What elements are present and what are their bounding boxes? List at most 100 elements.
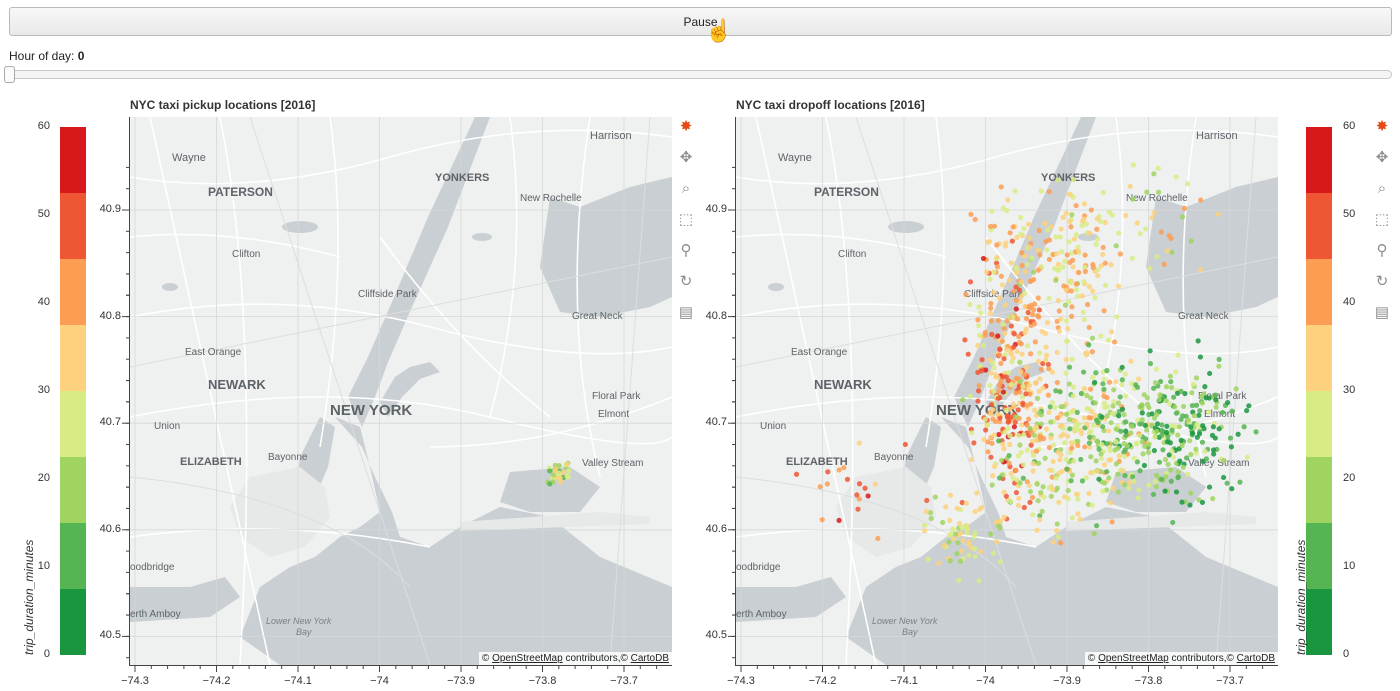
- dropoff-point: [1167, 401, 1173, 407]
- dropoff-point: [1061, 283, 1067, 289]
- cartodb-link[interactable]: CartoDB: [630, 653, 669, 664]
- map-place-label: oodbridge: [736, 562, 781, 573]
- pickup-point: [550, 472, 557, 478]
- dropoff-point: [976, 323, 982, 329]
- map-attribution: © OpenStreetMap contributors,© CartoDB: [478, 652, 672, 665]
- dropoff-point: [1144, 189, 1150, 195]
- box-select-icon[interactable]: ⬚: [1374, 211, 1390, 228]
- dropoff-point: [1127, 183, 1133, 189]
- dropoff-point: [1069, 472, 1075, 478]
- reset-icon[interactable]: ↻: [1375, 273, 1389, 290]
- hover-icon[interactable]: ▤: [1374, 304, 1390, 321]
- dropoff-point: [1033, 448, 1040, 454]
- dropoff-point: [1136, 432, 1142, 439]
- hour-slider-track[interactable]: [9, 70, 1392, 79]
- dropoff-point: [975, 317, 981, 323]
- dropoff-point: [996, 431, 1002, 438]
- dropoff-point: [985, 239, 991, 245]
- pickup-map[interactable]: Harrison Wayne YONKERS PATERSON New Rochelle…: [130, 117, 672, 665]
- dropoff-point: [981, 436, 987, 443]
- dropoff-point: [977, 363, 983, 369]
- pickup-point: [564, 473, 570, 479]
- dropoff-point: [1094, 523, 1100, 529]
- cartodb-link[interactable]: CartoDB: [1236, 653, 1275, 664]
- dropoff-point: [1063, 370, 1069, 376]
- dropoff-point: [1184, 181, 1191, 187]
- dropoff-point: [1131, 455, 1137, 461]
- dropoff-point: [1073, 281, 1079, 287]
- hour-slider-handle[interactable]: [4, 66, 15, 83]
- dropoff-point: [996, 388, 1002, 394]
- pause-button[interactable]: Pause: [9, 7, 1392, 36]
- dropoff-point: [1087, 434, 1093, 440]
- dropoff-point: [1032, 339, 1038, 345]
- pan-icon[interactable]: ✥: [1375, 149, 1389, 166]
- map-place-label: erth Amboy: [130, 609, 181, 620]
- dropoff-point: [959, 524, 965, 531]
- dropoff-point: [1128, 423, 1135, 429]
- dropoff-point: [1169, 427, 1175, 433]
- dropoff-point: [1213, 404, 1219, 410]
- dropoff-point: [1008, 470, 1014, 477]
- dropoff-point: [1013, 297, 1019, 303]
- dropoff-point: [1073, 491, 1080, 497]
- box-select-icon[interactable]: ⬚: [678, 211, 694, 228]
- dropoff-point: [1246, 403, 1252, 409]
- dropoff-point: [1115, 400, 1121, 406]
- dropoff-point: [1017, 379, 1024, 385]
- dropoff-point: [1180, 403, 1187, 410]
- dropoff-point: [1104, 413, 1110, 419]
- dropoff-point: [1020, 475, 1026, 481]
- colorbar-tick-label: 20: [1343, 472, 1356, 484]
- dropoff-point: [1216, 356, 1222, 362]
- openstreetmap-link[interactable]: OpenStreetMap: [1098, 653, 1169, 664]
- y-axis-tick-label: 40.7: [705, 416, 727, 429]
- dropoff-point: [1008, 323, 1014, 329]
- dropoff-point: [1143, 226, 1149, 232]
- dropoff-point: [1084, 421, 1090, 427]
- dropoff-point: [1070, 393, 1076, 399]
- map-place-label: ELIZABETH: [180, 456, 242, 468]
- dropoff-point: [1136, 376, 1142, 382]
- box-zoom-icon[interactable]: ⌕: [681, 180, 691, 197]
- dropoff-point: [1170, 519, 1176, 526]
- dropoff-point: [1099, 414, 1105, 420]
- dropoff-point: [1113, 461, 1120, 467]
- attribution-copyright: ©: [481, 653, 490, 664]
- dropoff-point: [1002, 330, 1008, 337]
- box-zoom-icon[interactable]: ⌕: [1377, 180, 1387, 197]
- dropoff-point: [1135, 417, 1141, 423]
- dropoff-point: [1065, 487, 1071, 494]
- dropoff-point: [1139, 410, 1145, 416]
- dropoff-point: [1062, 258, 1068, 264]
- dropoff-point: [1047, 404, 1053, 410]
- wheel-zoom-icon[interactable]: ⚲: [1376, 242, 1388, 259]
- dropoff-point: [1000, 321, 1006, 327]
- dropoff-point: [943, 504, 949, 510]
- dropoff-map[interactable]: Harrison Wayne YONKERS PATERSON New Rochelle…: [736, 117, 1278, 665]
- y-axis-tick-label: 40.5: [99, 629, 121, 642]
- dropoff-point: [1123, 393, 1129, 399]
- map-place-label: Harrison: [1196, 130, 1238, 142]
- map-place-label: Floral Park: [1198, 391, 1247, 402]
- dropoff-point: [1019, 262, 1025, 269]
- dropoff-point: [994, 539, 1000, 545]
- dropoff-point: [1176, 424, 1183, 430]
- dropoff-point: [1150, 491, 1157, 498]
- dropoff-point: [987, 276, 993, 282]
- dropoff-point: [862, 485, 868, 491]
- wheel-zoom-icon[interactable]: ⚲: [680, 242, 692, 259]
- pan-icon[interactable]: ✥: [679, 149, 693, 166]
- dropoff-point: [1162, 456, 1169, 463]
- dropoff-point: [964, 525, 970, 532]
- dropoff-point: [1060, 404, 1066, 410]
- dropoff-point: [1001, 325, 1007, 331]
- dropoff-point: [1046, 295, 1052, 301]
- dropoff-point: [1030, 512, 1036, 518]
- reset-icon[interactable]: ↻: [679, 273, 693, 290]
- colorbar-segment: [60, 589, 86, 656]
- hover-icon[interactable]: ▤: [678, 304, 694, 321]
- openstreetmap-link[interactable]: OpenStreetMap: [492, 653, 563, 664]
- dropoff-point: [960, 397, 966, 403]
- dropoff-point: [1213, 397, 1219, 403]
